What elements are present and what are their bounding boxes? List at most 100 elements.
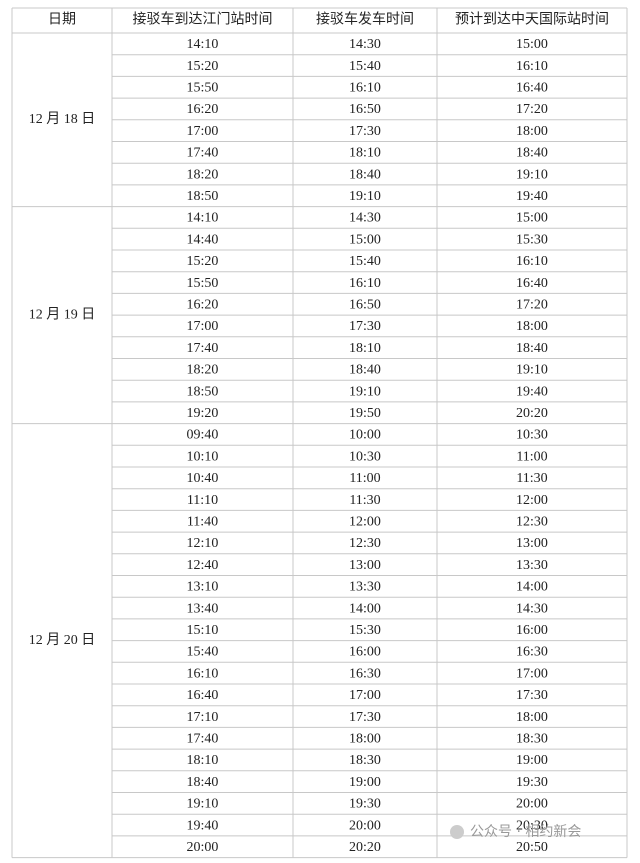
time-cell: 17:40 [187, 731, 219, 746]
time-cell: 18:20 [187, 167, 219, 182]
time-cell: 16:10 [349, 80, 381, 95]
time-cell: 17:30 [349, 124, 381, 139]
time-cell: 19:20 [187, 406, 219, 421]
time-cell: 18:50 [187, 189, 219, 204]
time-cell: 15:00 [516, 37, 548, 52]
time-cell: 11:30 [349, 493, 380, 508]
header-cell: 接驳车到达江门站时间 [133, 11, 273, 28]
time-cell: 15:20 [187, 59, 219, 74]
time-cell: 15:40 [187, 645, 219, 660]
time-cell: 18:30 [516, 731, 548, 746]
time-cell: 17:40 [187, 146, 219, 161]
time-cell: 11:00 [349, 471, 380, 486]
time-cell: 18:00 [516, 710, 548, 725]
time-cell: 13:10 [187, 580, 219, 595]
time-cell: 20:30 [516, 818, 548, 833]
time-cell: 17:20 [516, 102, 548, 117]
time-cell: 19:00 [349, 775, 381, 790]
time-cell: 20:20 [516, 406, 548, 421]
time-cell: 11:40 [187, 514, 218, 529]
time-cell: 18:00 [516, 319, 548, 334]
time-cell: 18:40 [349, 363, 381, 378]
time-cell: 11:10 [187, 493, 218, 508]
time-cell: 13:00 [349, 558, 381, 573]
time-cell: 20:20 [349, 840, 381, 855]
watermark-text: 公众号 · 相约新会 [470, 824, 581, 840]
time-cell: 17:30 [516, 688, 548, 703]
time-cell: 15:30 [516, 232, 548, 247]
date-cell: 12 月 20 日 [29, 632, 96, 648]
time-cell: 12:00 [516, 493, 548, 508]
time-cell: 16:50 [349, 102, 381, 117]
time-cell: 19:10 [349, 384, 381, 399]
time-cell: 20:00 [516, 797, 548, 812]
header-cell: 预计到达中天国际站时间 [455, 12, 609, 28]
time-cell: 14:10 [187, 37, 219, 52]
time-cell: 15:50 [187, 276, 219, 291]
time-cell: 10:30 [516, 428, 548, 443]
time-cell: 14:40 [187, 232, 219, 247]
time-cell: 15:00 [349, 232, 381, 247]
time-cell: 17:30 [349, 710, 381, 725]
time-cell: 19:40 [516, 384, 548, 399]
time-cell: 13:30 [349, 580, 381, 595]
time-cell: 12:30 [349, 536, 381, 551]
time-cell: 17:30 [349, 319, 381, 334]
time-cell: 19:30 [516, 775, 548, 790]
date-cell: 12 月 19 日 [29, 306, 96, 322]
time-cell: 16:40 [187, 688, 219, 703]
time-cell: 17:00 [516, 666, 548, 681]
time-cell: 16:30 [516, 645, 548, 660]
time-cell: 19:50 [349, 406, 381, 421]
time-cell: 14:00 [516, 580, 548, 595]
time-cell: 17:10 [187, 710, 219, 725]
time-cell: 18:00 [516, 124, 548, 139]
time-cell: 14:30 [516, 601, 548, 616]
time-cell: 20:50 [516, 840, 548, 855]
time-cell: 18:30 [349, 753, 381, 768]
watermark: 公众号 · 相约新会 [450, 824, 581, 840]
time-cell: 18:50 [187, 384, 219, 399]
time-cell: 16:00 [349, 645, 381, 660]
time-cell: 15:00 [516, 211, 548, 226]
time-cell: 16:50 [349, 297, 381, 312]
time-cell: 17:40 [187, 341, 219, 356]
time-cell: 16:10 [516, 59, 548, 74]
time-cell: 13:00 [516, 536, 548, 551]
time-cell: 16:20 [187, 102, 219, 117]
time-cell: 12:30 [516, 514, 548, 529]
time-cell: 16:30 [349, 666, 381, 681]
time-cell: 16:10 [516, 254, 548, 269]
date-cell: 12 月 18 日 [29, 111, 96, 127]
time-cell: 12:00 [349, 514, 381, 529]
time-cell: 15:10 [187, 623, 219, 638]
time-cell: 16:20 [187, 297, 219, 312]
time-cell: 11:00 [516, 449, 547, 464]
time-cell: 17:00 [349, 688, 381, 703]
watermark-icon [450, 825, 464, 839]
time-cell: 14:30 [349, 211, 381, 226]
time-cell: 19:00 [516, 753, 548, 768]
time-cell: 19:10 [516, 363, 548, 378]
time-cell: 19:30 [349, 797, 381, 812]
time-cell: 17:00 [187, 319, 219, 334]
time-cell: 16:40 [516, 276, 548, 291]
time-cell: 15:30 [349, 623, 381, 638]
time-cell: 16:10 [187, 666, 219, 681]
time-cell: 15:40 [349, 59, 381, 74]
time-cell: 10:40 [187, 471, 219, 486]
time-cell: 19:10 [187, 797, 219, 812]
time-cell: 16:40 [516, 80, 548, 95]
time-cell: 18:40 [516, 146, 548, 161]
time-cell: 12:10 [187, 536, 219, 551]
time-cell: 18:10 [349, 146, 381, 161]
time-cell: 15:20 [187, 254, 219, 269]
time-cell: 10:00 [349, 428, 381, 443]
time-cell: 19:10 [516, 167, 548, 182]
time-cell: 19:10 [349, 189, 381, 204]
time-cell: 15:40 [349, 254, 381, 269]
time-cell: 20:00 [349, 818, 381, 833]
time-cell: 17:00 [187, 124, 219, 139]
time-cell: 10:10 [187, 449, 219, 464]
